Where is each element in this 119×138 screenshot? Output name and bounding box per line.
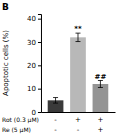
plot-area bbox=[48, 33, 109, 112]
annotation: ** bbox=[74, 25, 82, 33]
row-sign: - bbox=[54, 116, 57, 124]
row-label: Re (5 μM) bbox=[2, 126, 31, 134]
y-tick-label: 40 bbox=[27, 15, 36, 23]
y-tick-label: 30 bbox=[27, 39, 36, 47]
y-tick: 20 bbox=[27, 62, 41, 70]
chart-svg: 010203040**##Rot (0.3 μM)-++Re (5 μM)--+… bbox=[0, 0, 119, 138]
y-axis-line bbox=[38, 15, 42, 113]
y-tick-label: 10 bbox=[27, 85, 36, 93]
title: B bbox=[2, 2, 9, 12]
chart-container: 010203040**##Rot (0.3 μM)-++Re (5 μM)--+… bbox=[0, 0, 119, 138]
row-sign: + bbox=[75, 116, 81, 124]
row-sign: + bbox=[97, 116, 103, 124]
row-label: Rot (0.3 μM) bbox=[2, 116, 39, 124]
y-tick-mark bbox=[38, 112, 41, 113]
y-tick-mark bbox=[38, 19, 41, 20]
error-bar bbox=[75, 33, 80, 41]
y-tick: 30 bbox=[27, 39, 41, 47]
y-tick: 10 bbox=[27, 85, 41, 93]
y-axis-title: Apoptotic cells (%) bbox=[2, 30, 10, 96]
bar bbox=[70, 37, 86, 112]
row-sign: - bbox=[77, 126, 80, 134]
y-tick-label: 20 bbox=[27, 62, 36, 70]
row-sign: + bbox=[97, 126, 103, 134]
bar bbox=[93, 84, 109, 112]
y-tick-mark bbox=[38, 89, 41, 90]
row-sign: - bbox=[54, 126, 57, 134]
y-tick-mark bbox=[38, 65, 41, 66]
annotation: ## bbox=[95, 73, 107, 81]
x-axis bbox=[41, 112, 115, 113]
x-axis-line bbox=[41, 112, 115, 113]
error-bar bbox=[53, 98, 58, 104]
y-axis: 010203040 bbox=[27, 15, 41, 117]
y-tick: 40 bbox=[27, 15, 41, 23]
y-tick-mark bbox=[38, 42, 41, 43]
error-bar bbox=[98, 81, 103, 88]
